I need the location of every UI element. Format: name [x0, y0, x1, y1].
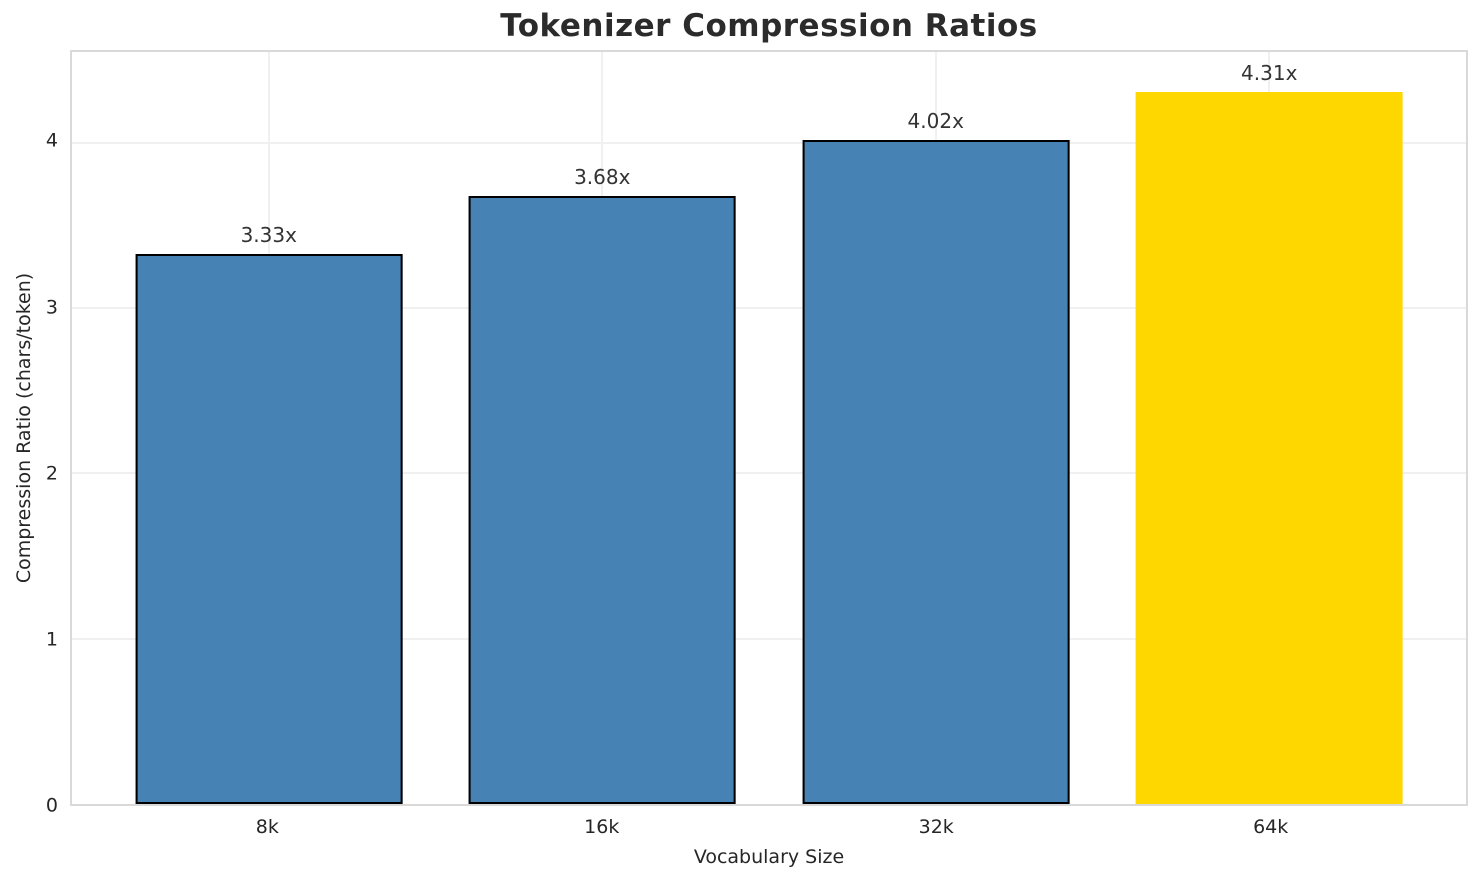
xtick-label-64k: 64k [1253, 816, 1289, 838]
bar-value-label-16k: 3.68x [574, 164, 631, 189]
bar-32k [802, 139, 1070, 804]
gridline-h-1 [72, 637, 1466, 640]
bar-16k [468, 195, 736, 804]
bar-64k [1135, 91, 1403, 804]
ytick-label-3: 3 [45, 296, 58, 319]
gridline-h-2 [72, 472, 1466, 475]
bar-value-label-32k: 4.02x [907, 108, 964, 133]
chart-title: Tokenizer Compression Ratios [500, 8, 1038, 44]
bar-value-label-8k: 3.33x [240, 222, 297, 247]
gridline-h-3 [72, 307, 1466, 310]
ytick-label-0: 0 [45, 794, 58, 817]
ytick-label-4: 4 [45, 129, 58, 152]
xtick-label-8k: 8k [255, 816, 279, 838]
bar-8k [135, 253, 403, 804]
x-axis-tick-labels: 8k 16k 32k 64k [70, 816, 1468, 844]
y-axis-tick-labels: 0 1 2 3 4 [0, 50, 58, 815]
x-axis-label: Vocabulary Size [693, 846, 845, 868]
xtick-label-32k: 32k [918, 816, 954, 838]
plot-area: 3.33x 3.68x 4.02x 4.31x [70, 50, 1468, 806]
ytick-label-1: 1 [45, 628, 58, 651]
ytick-label-2: 2 [45, 462, 58, 485]
bar-value-label-64k: 4.31x [1241, 60, 1298, 85]
gridline-h-4 [72, 141, 1466, 144]
xtick-label-16k: 16k [584, 816, 620, 838]
